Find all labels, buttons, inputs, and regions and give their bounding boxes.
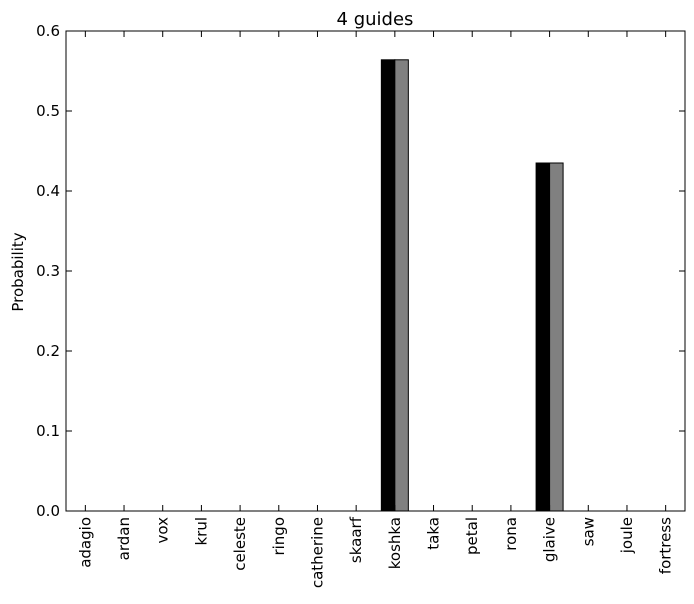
x-tick-label-celeste: celeste <box>231 517 249 571</box>
bar-glaive-series-1 <box>549 162 564 512</box>
x-tick-label-koshka: koshka <box>386 517 404 569</box>
y-tick-label: 0.0 <box>36 502 60 520</box>
bar-koshka-series-0 <box>380 59 396 512</box>
x-tick-label-adagio: adagio <box>76 517 94 568</box>
x-tick-label-saw: saw <box>579 517 597 546</box>
x-ticks: adagio ardan vox krul celeste ringo catherine s… <box>76 31 675 588</box>
x-tick-label-krul: krul <box>192 517 210 546</box>
y-tick-label: 0.6 <box>36 22 60 40</box>
x-tick-label-catherine: catherine <box>308 517 326 588</box>
x-tick-label-joule: joule <box>618 517 636 554</box>
x-tick-label-ringo: ringo <box>270 517 288 556</box>
x-tick-label-rona: rona <box>502 517 520 551</box>
bars-group <box>380 59 564 512</box>
x-tick-label-petal: petal <box>463 517 481 555</box>
plot-frame <box>65 30 686 512</box>
bar-koshka-series-1 <box>394 59 409 512</box>
y-ticks: 0.0 0.1 0.2 0.3 0.4 0.5 0.6 <box>36 22 685 520</box>
chart-title: 4 guides <box>337 9 414 30</box>
y-tick-label: 0.1 <box>36 422 60 440</box>
bar-glaive-series-0 <box>535 162 551 512</box>
x-tick-label-glaive: glaive <box>541 517 559 562</box>
y-tick-label: 0.5 <box>36 102 60 120</box>
y-axis-label: Probability <box>9 232 27 311</box>
x-tick-label-vox: vox <box>154 517 172 544</box>
y-tick-label: 0.2 <box>36 342 60 360</box>
y-tick-label: 0.4 <box>36 182 60 200</box>
x-tick-label-fortress: fortress <box>657 517 675 574</box>
x-tick-label-taka: taka <box>425 517 443 550</box>
y-tick-label: 0.3 <box>36 262 60 280</box>
x-tick-label-ardan: ardan <box>115 517 133 560</box>
x-tick-label-skaarf: skaarf <box>347 516 365 563</box>
